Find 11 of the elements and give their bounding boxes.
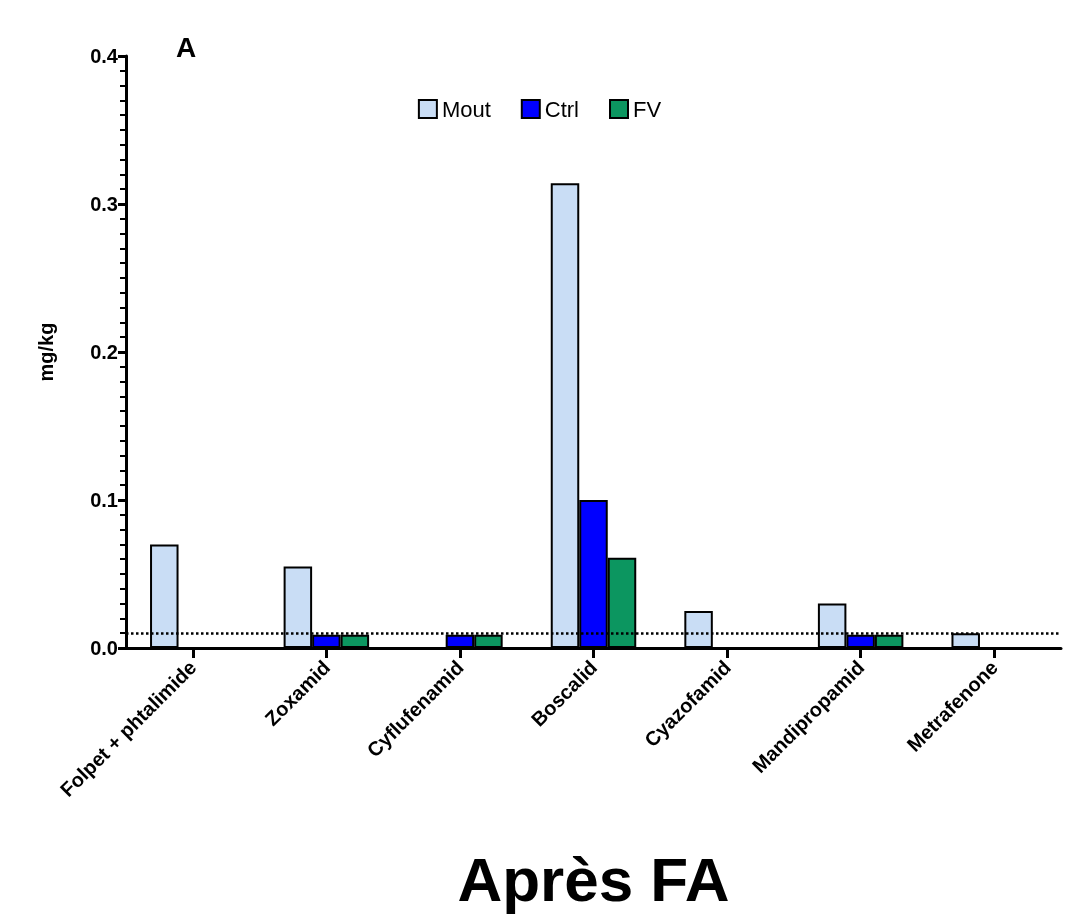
y-tick-label: 0.0 bbox=[90, 637, 118, 659]
y-tick-label: 0.1 bbox=[90, 489, 118, 511]
y-tick-label: 0.2 bbox=[90, 341, 118, 363]
y-tick-label: 0.3 bbox=[90, 193, 118, 215]
legend-label: Ctrl bbox=[544, 96, 580, 122]
legend-label: Mout bbox=[441, 96, 491, 122]
x-axis-title: Après FA bbox=[457, 844, 730, 914]
annotation: A bbox=[176, 31, 197, 63]
y-tick-label: 0.4 bbox=[90, 45, 119, 67]
legend-label: FV bbox=[633, 96, 662, 122]
y-axis-title: mg/kg bbox=[35, 322, 57, 382]
